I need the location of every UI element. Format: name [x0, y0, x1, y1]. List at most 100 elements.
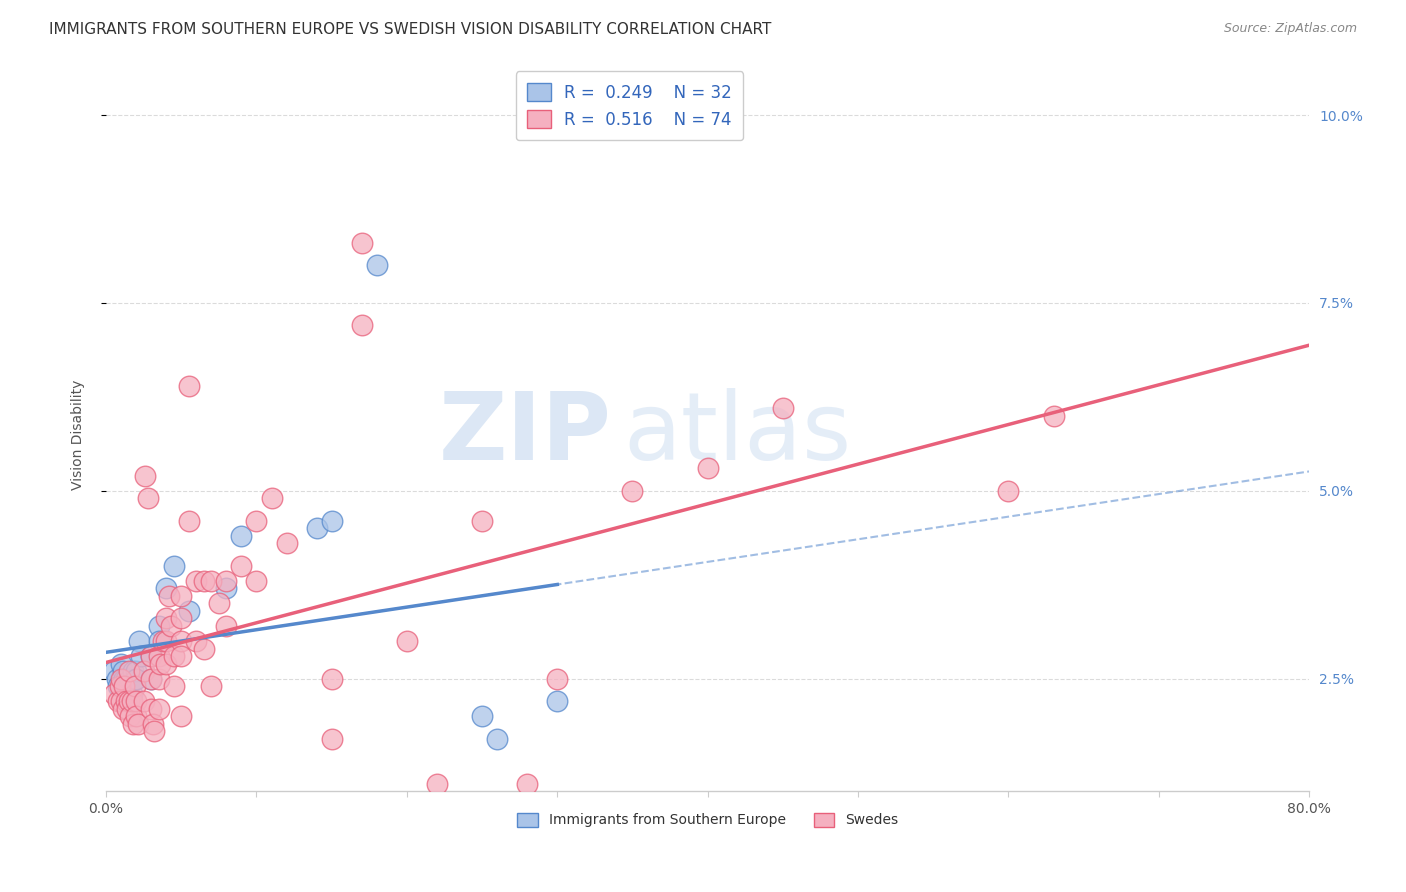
- Point: [107, 694, 129, 708]
- Point: [163, 679, 186, 693]
- Point: [621, 483, 644, 498]
- Point: [142, 716, 165, 731]
- Point: [125, 709, 148, 723]
- Point: [186, 634, 208, 648]
- Point: [122, 664, 145, 678]
- Point: [231, 529, 253, 543]
- Legend: Immigrants from Southern Europe, Swedes: Immigrants from Southern Europe, Swedes: [510, 805, 905, 834]
- Point: [143, 724, 166, 739]
- Point: [186, 574, 208, 588]
- Point: [125, 672, 148, 686]
- Point: [149, 657, 172, 671]
- Point: [125, 694, 148, 708]
- Point: [141, 648, 163, 663]
- Point: [117, 694, 139, 708]
- Point: [321, 731, 343, 746]
- Point: [215, 582, 238, 596]
- Point: [177, 378, 200, 392]
- Point: [245, 574, 267, 588]
- Point: [111, 701, 134, 715]
- Point: [136, 491, 159, 506]
- Point: [120, 709, 142, 723]
- Point: [112, 679, 135, 693]
- Point: [127, 716, 149, 731]
- Point: [124, 679, 146, 693]
- Point: [231, 558, 253, 573]
- Point: [111, 664, 134, 678]
- Point: [110, 657, 132, 671]
- Point: [546, 672, 568, 686]
- Text: Source: ZipAtlas.com: Source: ZipAtlas.com: [1223, 22, 1357, 36]
- Point: [148, 619, 170, 633]
- Point: [215, 619, 238, 633]
- Point: [157, 589, 180, 603]
- Point: [122, 716, 145, 731]
- Point: [141, 648, 163, 663]
- Point: [215, 574, 238, 588]
- Text: IMMIGRANTS FROM SOUTHERN EUROPE VS SWEDISH VISION DISABILITY CORRELATION CHART: IMMIGRANTS FROM SOUTHERN EUROPE VS SWEDI…: [49, 22, 772, 37]
- Point: [124, 672, 146, 686]
- Point: [260, 491, 283, 506]
- Point: [112, 672, 135, 686]
- Point: [516, 777, 538, 791]
- Point: [120, 672, 142, 686]
- Point: [208, 596, 231, 610]
- Point: [134, 468, 156, 483]
- Point: [110, 672, 132, 686]
- Point: [350, 235, 373, 250]
- Point: [115, 679, 138, 693]
- Point: [148, 634, 170, 648]
- Point: [103, 687, 125, 701]
- Y-axis label: Vision Disability: Vision Disability: [72, 379, 86, 490]
- Point: [170, 634, 193, 648]
- Point: [117, 679, 139, 693]
- Point: [177, 514, 200, 528]
- Point: [170, 611, 193, 625]
- Point: [103, 664, 125, 678]
- Point: [170, 589, 193, 603]
- Point: [110, 694, 132, 708]
- Point: [426, 777, 449, 791]
- Point: [696, 461, 718, 475]
- Point: [115, 701, 138, 715]
- Point: [141, 672, 163, 686]
- Point: [107, 679, 129, 693]
- Point: [276, 536, 298, 550]
- Point: [148, 648, 170, 663]
- Point: [152, 634, 174, 648]
- Point: [132, 664, 155, 678]
- Point: [155, 657, 177, 671]
- Point: [159, 619, 181, 633]
- Point: [546, 694, 568, 708]
- Point: [155, 582, 177, 596]
- Point: [772, 401, 794, 415]
- Point: [245, 514, 267, 528]
- Point: [163, 648, 186, 663]
- Point: [170, 648, 193, 663]
- Text: atlas: atlas: [623, 388, 852, 481]
- Point: [148, 701, 170, 715]
- Point: [170, 709, 193, 723]
- Point: [163, 558, 186, 573]
- Point: [141, 672, 163, 686]
- Point: [366, 258, 388, 272]
- Point: [193, 641, 215, 656]
- Point: [471, 709, 494, 723]
- Point: [177, 604, 200, 618]
- Point: [1042, 409, 1064, 423]
- Point: [155, 611, 177, 625]
- Point: [117, 664, 139, 678]
- Point: [132, 694, 155, 708]
- Point: [148, 672, 170, 686]
- Point: [105, 672, 128, 686]
- Point: [471, 514, 494, 528]
- Point: [305, 521, 328, 535]
- Point: [997, 483, 1019, 498]
- Point: [114, 672, 136, 686]
- Point: [193, 574, 215, 588]
- Point: [350, 318, 373, 333]
- Point: [200, 574, 222, 588]
- Point: [200, 679, 222, 693]
- Point: [128, 634, 150, 648]
- Point: [129, 648, 152, 663]
